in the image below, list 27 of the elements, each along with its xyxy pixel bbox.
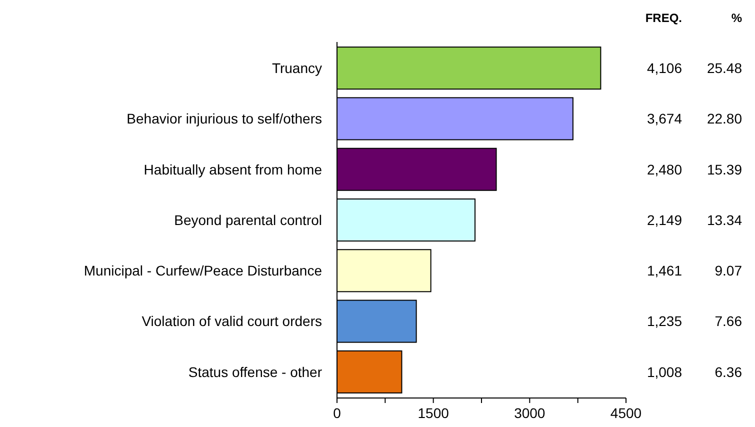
x-tick-label: 3000: [514, 405, 546, 421]
text: FREQ.: [645, 11, 682, 25]
text: 7.66: [714, 313, 742, 330]
x-tick-label: 1500: [418, 405, 450, 421]
y-tick-label: Status offense - other: [188, 364, 322, 380]
y-tick-label: Truancy: [272, 60, 322, 76]
x-tick-label: 0: [333, 405, 342, 421]
data-label: 1,235: [646, 313, 682, 330]
y-tick-label: Municipal - Curfew/Peace Disturbance: [84, 262, 322, 279]
y-tick-label: Habitually absent from home: [144, 161, 322, 178]
x-tick-label: 4500: [610, 405, 642, 421]
y-tick-label: Violation of valid court orders: [142, 313, 322, 330]
text: 22.80: [706, 110, 742, 127]
text: 9.07: [714, 262, 742, 279]
text: 13.34: [706, 212, 742, 228]
text: 25.48: [706, 60, 742, 76]
text: 6.36: [714, 364, 742, 380]
data-label: 1,461: [646, 262, 682, 279]
y-tick-label: Beyond parental control: [174, 212, 322, 228]
data-label: 3,674: [646, 110, 682, 127]
data-label: 1,008: [646, 364, 682, 380]
data-label: 4,106: [646, 60, 682, 76]
data-label: 2,149: [646, 212, 682, 228]
y-tick-label: Behavior injurious to self/others: [126, 110, 322, 127]
text: %: [731, 11, 742, 25]
text: 15.39: [706, 161, 742, 178]
data-label: 2,480: [646, 161, 682, 178]
